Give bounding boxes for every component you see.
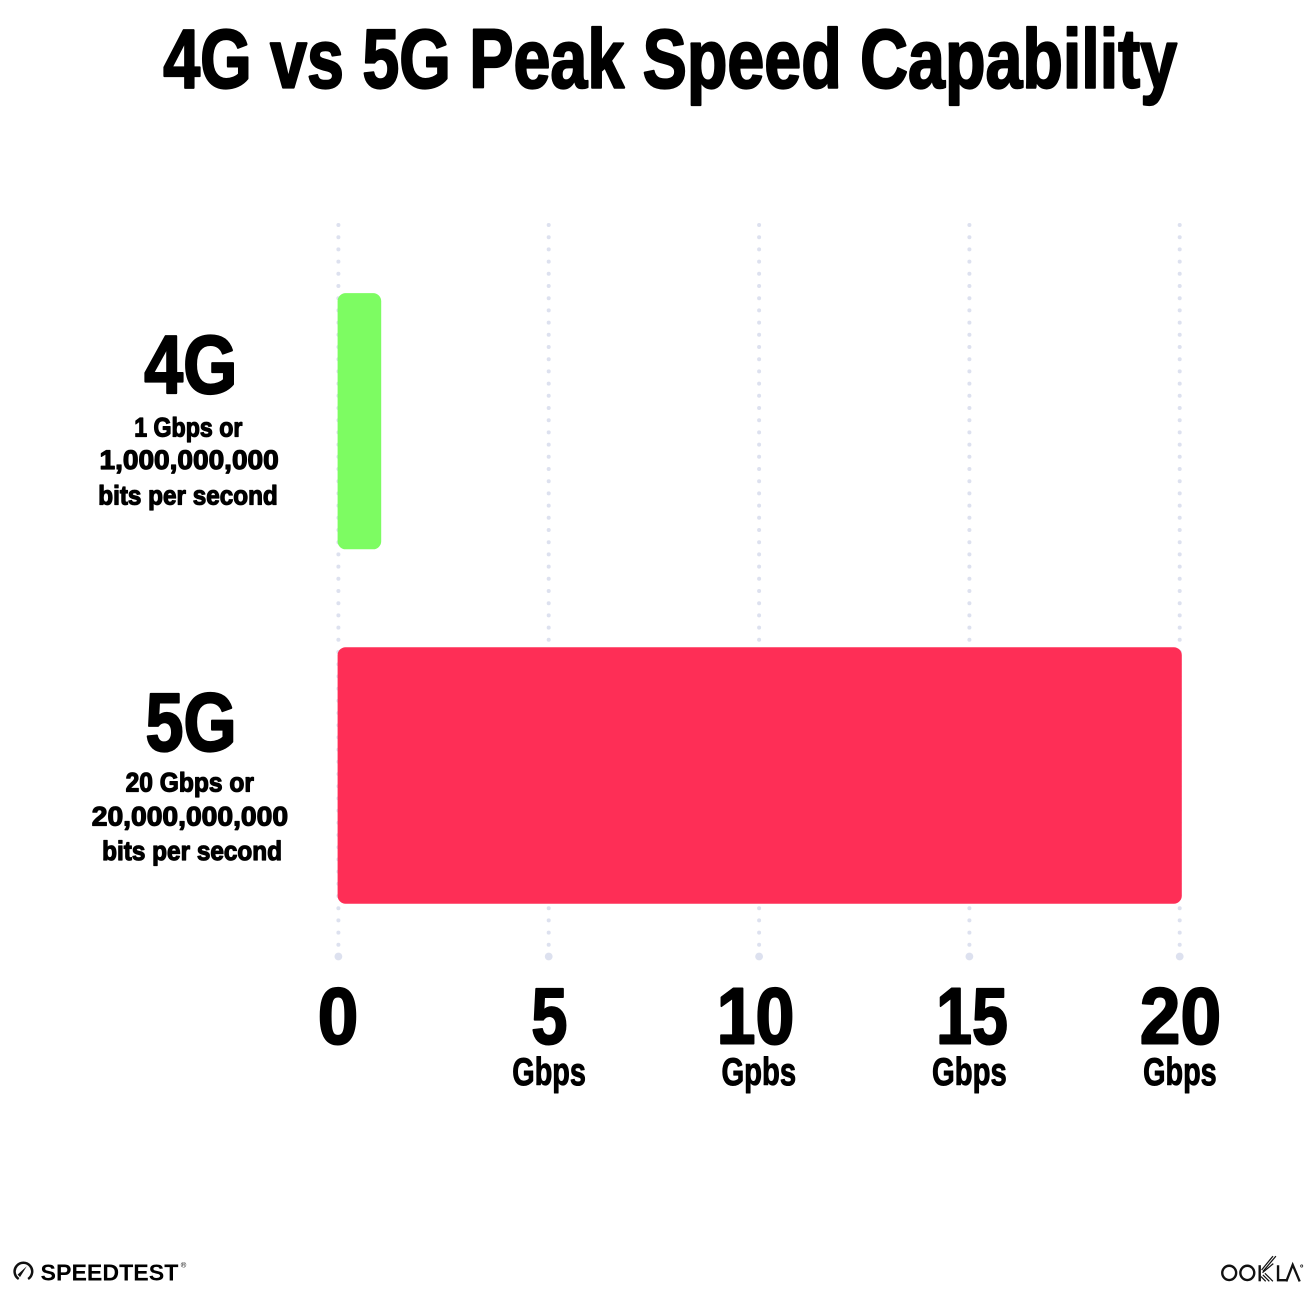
svg-text:0: 0	[318, 972, 359, 1061]
svg-text:20 Gbps or: 20 Gbps or	[126, 767, 254, 797]
svg-text:bits per second: bits per second	[98, 480, 278, 510]
svg-text:20: 20	[1140, 972, 1221, 1061]
svg-text:4G: 4G	[144, 318, 237, 411]
svg-text:20,000,000,000: 20,000,000,000	[92, 802, 288, 832]
svg-text:10: 10	[717, 972, 795, 1061]
svg-text:5G: 5G	[146, 676, 237, 769]
svg-text:1,000,000,000: 1,000,000,000	[100, 445, 279, 475]
svg-text:bits per second: bits per second	[102, 836, 282, 866]
svg-text:5: 5	[531, 972, 567, 1061]
svg-text:4G vs 5G Peak Speed Capability: 4G vs 5G Peak Speed Capability	[163, 12, 1177, 106]
svg-text:Gbps: Gbps	[1143, 1051, 1217, 1094]
svg-text:Gpbs: Gpbs	[721, 1051, 796, 1094]
svg-text:1 Gbps or: 1 Gbps or	[134, 412, 242, 442]
svg-text:Gbps: Gbps	[932, 1051, 1007, 1094]
svg-text:®: ®	[181, 1260, 187, 1269]
svg-text:SPEEDTEST: SPEEDTEST	[41, 1259, 180, 1285]
svg-text:15: 15	[936, 972, 1008, 1061]
svg-text:Gbps: Gbps	[512, 1051, 586, 1094]
